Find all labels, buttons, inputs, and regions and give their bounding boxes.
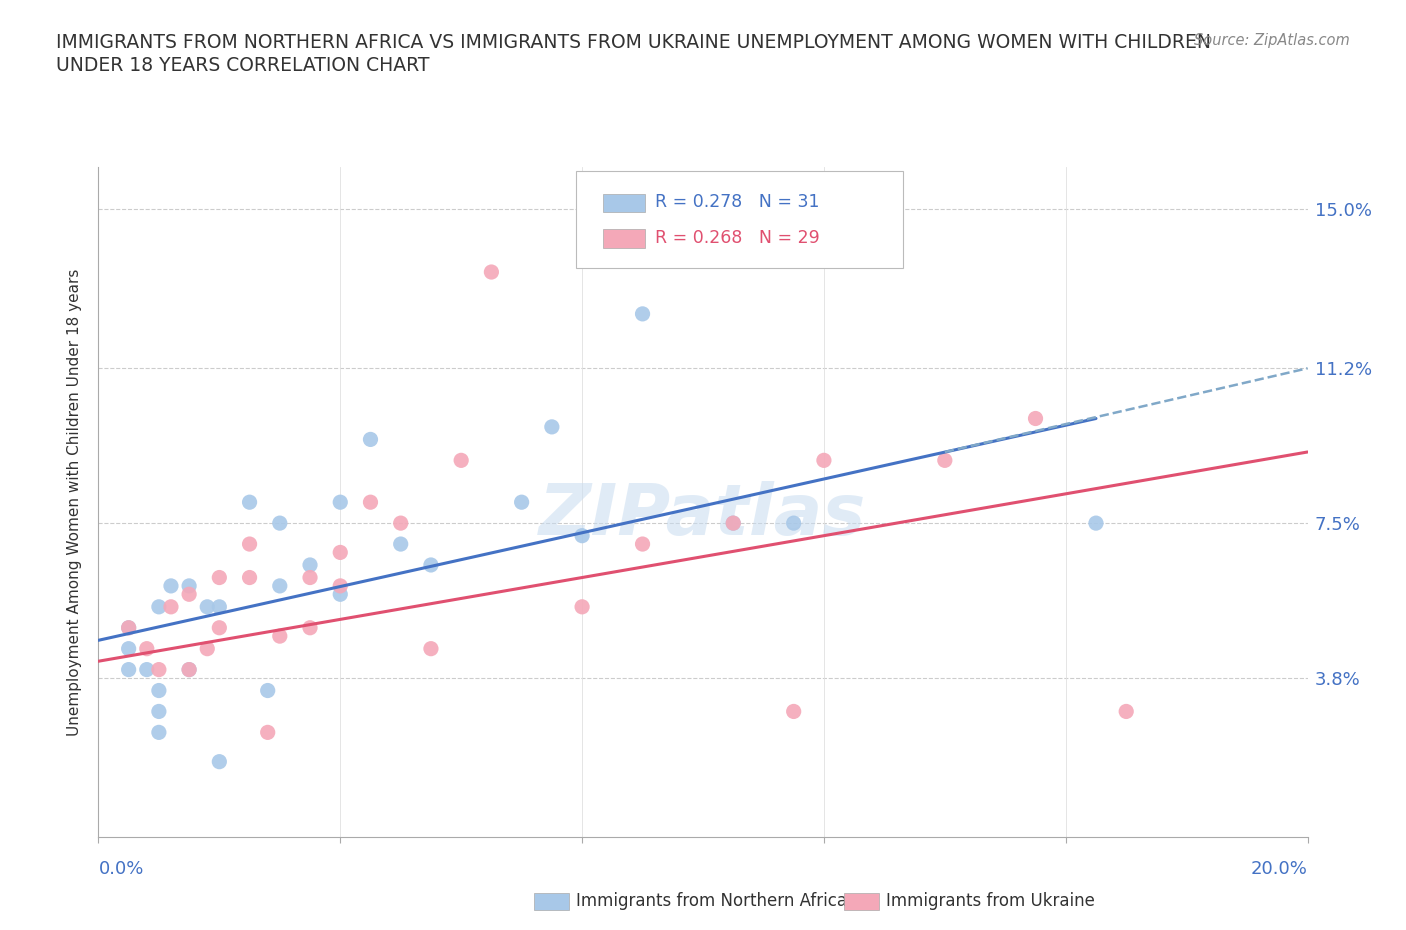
Point xyxy=(481,265,503,280)
Text: 0.0%: 0.0% xyxy=(98,860,143,878)
Text: Immigrants from Ukraine: Immigrants from Ukraine xyxy=(886,892,1095,910)
Text: R = 0.268   N = 29: R = 0.268 N = 29 xyxy=(655,229,820,246)
Point xyxy=(420,558,443,573)
Point xyxy=(179,587,201,602)
Point xyxy=(329,545,352,560)
Point xyxy=(329,495,352,510)
Point xyxy=(208,620,231,635)
Point xyxy=(510,495,533,510)
Point xyxy=(208,754,231,769)
Text: R = 0.278   N = 31: R = 0.278 N = 31 xyxy=(655,193,820,210)
Text: 20.0%: 20.0% xyxy=(1251,860,1308,878)
Point xyxy=(602,244,624,259)
Point xyxy=(148,725,170,740)
Point xyxy=(195,642,218,657)
Point xyxy=(208,570,231,585)
Point xyxy=(256,725,278,740)
Point xyxy=(269,578,291,593)
Text: Immigrants from Northern Africa: Immigrants from Northern Africa xyxy=(576,892,848,910)
Point xyxy=(160,578,183,593)
Point xyxy=(329,587,352,602)
Point xyxy=(723,516,745,531)
Point xyxy=(389,516,412,531)
Point xyxy=(540,419,562,434)
Point xyxy=(1085,516,1108,531)
Point xyxy=(299,570,322,585)
Point xyxy=(239,570,262,585)
Point xyxy=(179,578,201,593)
Point xyxy=(148,704,170,719)
Point xyxy=(299,620,322,635)
Point xyxy=(571,600,593,615)
Point xyxy=(329,578,352,593)
Point xyxy=(118,662,141,677)
Point xyxy=(195,600,218,615)
Point xyxy=(783,704,806,719)
Point xyxy=(269,516,291,531)
Point xyxy=(360,495,382,510)
Point xyxy=(723,516,745,531)
Point xyxy=(299,558,322,573)
Text: Source: ZipAtlas.com: Source: ZipAtlas.com xyxy=(1194,33,1350,47)
Point xyxy=(360,432,382,447)
Point xyxy=(269,629,291,644)
Point xyxy=(934,453,956,468)
Point xyxy=(420,642,443,657)
Point xyxy=(135,662,157,677)
Point xyxy=(135,642,157,657)
Point xyxy=(160,600,183,615)
Point xyxy=(208,600,231,615)
FancyBboxPatch shape xyxy=(576,171,903,268)
Point xyxy=(118,642,141,657)
Point xyxy=(148,600,170,615)
Point xyxy=(783,516,806,531)
Point xyxy=(389,537,412,551)
Text: UNDER 18 YEARS CORRELATION CHART: UNDER 18 YEARS CORRELATION CHART xyxy=(56,56,430,74)
Bar xyxy=(603,193,645,212)
Y-axis label: Unemployment Among Women with Children Under 18 years: Unemployment Among Women with Children U… xyxy=(67,269,83,736)
Point xyxy=(450,453,472,468)
Bar xyxy=(603,229,645,247)
Point xyxy=(813,453,835,468)
Point xyxy=(1115,704,1137,719)
Point xyxy=(239,495,262,510)
Point xyxy=(148,683,170,698)
Point xyxy=(179,662,201,677)
Point xyxy=(148,662,170,677)
Point xyxy=(631,537,654,551)
Point xyxy=(239,537,262,551)
Point xyxy=(256,683,278,698)
Point xyxy=(118,620,141,635)
Text: ZIPatlas: ZIPatlas xyxy=(540,481,866,550)
Point xyxy=(1024,411,1046,426)
Point xyxy=(179,662,201,677)
Point xyxy=(118,620,141,635)
Point xyxy=(631,307,654,322)
Point xyxy=(571,528,593,543)
Text: IMMIGRANTS FROM NORTHERN AFRICA VS IMMIGRANTS FROM UKRAINE UNEMPLOYMENT AMONG WO: IMMIGRANTS FROM NORTHERN AFRICA VS IMMIG… xyxy=(56,33,1211,51)
